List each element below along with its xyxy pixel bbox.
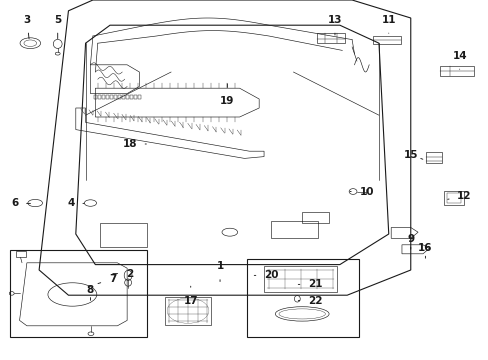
Text: 3: 3 (23, 15, 30, 39)
Text: 14: 14 (451, 51, 466, 69)
Text: 19: 19 (220, 84, 234, 106)
Text: 17: 17 (183, 286, 198, 306)
Text: 22: 22 (298, 296, 322, 306)
Text: 13: 13 (327, 15, 342, 35)
Text: 11: 11 (381, 15, 395, 33)
Text: 1: 1 (216, 261, 223, 282)
Text: 16: 16 (417, 243, 432, 258)
Text: 12: 12 (447, 191, 471, 201)
Text: 7: 7 (98, 274, 116, 284)
Text: 5: 5 (54, 15, 61, 39)
Text: 15: 15 (403, 150, 422, 160)
Text: 18: 18 (122, 139, 146, 149)
Text: 20: 20 (254, 270, 278, 280)
Text: 10: 10 (349, 186, 373, 197)
Text: 9: 9 (407, 234, 413, 249)
Text: 6: 6 (11, 198, 30, 208)
Text: 2: 2 (113, 269, 133, 279)
Text: 4: 4 (67, 198, 84, 208)
Text: 21: 21 (298, 279, 322, 289)
Text: 8: 8 (87, 285, 94, 300)
